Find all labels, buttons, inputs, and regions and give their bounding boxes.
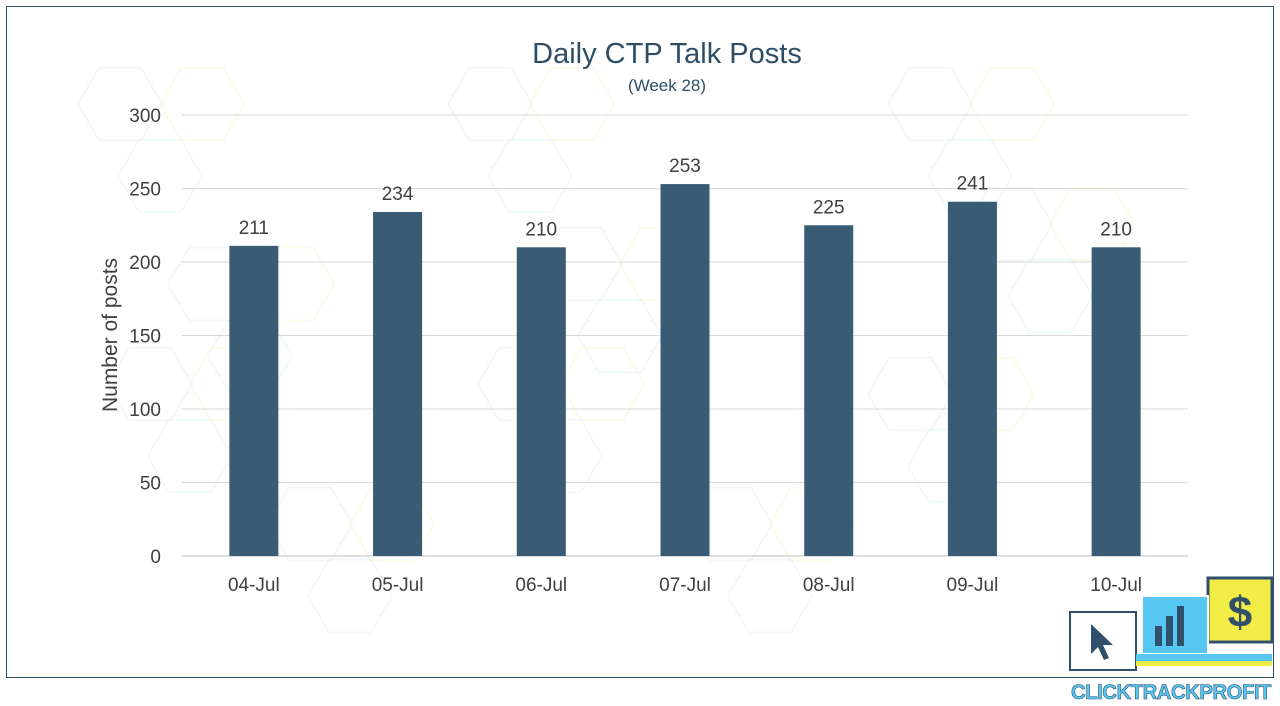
watermark-hexagon	[106, 346, 194, 422]
x-tick-label: 08-Jul	[803, 575, 855, 596]
data-labels: 211 234 210 253 225 241 210	[239, 156, 1132, 240]
watermark-hexagon	[1006, 258, 1094, 334]
watermark-hexagon	[306, 558, 394, 634]
dollar-icon: $	[1206, 576, 1274, 644]
bar-10-Jul	[1091, 247, 1141, 557]
bar-07-Jul	[660, 184, 710, 556]
chart-title: Daily CTP Talk Posts	[532, 38, 802, 70]
bar-04-Jul	[229, 245, 279, 556]
y-tick-label: 150	[129, 327, 161, 348]
bar-06-Jul	[516, 247, 566, 557]
cursor-icon	[1069, 611, 1137, 671]
data-label: 210	[1100, 219, 1132, 240]
x-tick-label: 05-Jul	[372, 575, 424, 596]
data-label: 241	[957, 174, 989, 195]
logo-wordmark: CLICKTRACKPROFIT	[1071, 681, 1272, 704]
watermark-hexagon	[158, 66, 246, 142]
x-tick-label: 09-Jul	[947, 575, 999, 596]
watermark-hexagon	[968, 66, 1056, 142]
watermark-hexagon	[76, 66, 164, 142]
data-label: 253	[669, 156, 701, 177]
svg-text:$: $	[1228, 588, 1252, 637]
x-tick-label: 04-Jul	[228, 575, 280, 596]
clicktrackprofit-logo: $ CLICKTRACKPROFIT	[1069, 576, 1274, 704]
y-tick-labels: 0 50 100 150 200 250 300	[129, 106, 161, 568]
data-label: 225	[813, 197, 845, 218]
watermark-hexagon	[866, 356, 954, 432]
y-tick-label: 200	[129, 253, 161, 274]
y-tick-label: 100	[129, 400, 161, 421]
watermark-hexagon	[886, 66, 974, 142]
bar-chart-icon	[1141, 595, 1209, 655]
bar-05-Jul	[373, 212, 423, 556]
chart-subtitle: (Week 28)	[628, 76, 706, 95]
data-label: 234	[382, 184, 414, 205]
bar-08-Jul	[804, 225, 854, 556]
watermark-hexagon	[116, 138, 204, 214]
x-tick-label: 06-Jul	[515, 575, 567, 596]
x-tick-labels: 04-Jul 05-Jul 06-Jul 07-Jul 08-Jul 09-Jul 10-J…	[228, 575, 1142, 596]
watermark-hexagon	[528, 66, 616, 142]
watermark-hexagon	[146, 418, 234, 494]
bars	[229, 184, 1141, 557]
y-tick-label: 50	[140, 474, 161, 495]
x-tick-label: 07-Jul	[659, 575, 711, 596]
watermark-hexagon	[726, 558, 814, 634]
watermark-hexagon	[486, 138, 574, 214]
y-tick-label: 250	[129, 180, 161, 201]
data-label: 210	[525, 219, 557, 240]
y-axis-label: Number of posts	[99, 258, 122, 412]
data-label: 211	[239, 218, 269, 239]
y-tick-label: 300	[129, 106, 161, 127]
bar-09-Jul	[947, 201, 997, 557]
x-tick-label: 10-Jul	[1090, 575, 1142, 596]
y-tick-label: 0	[150, 547, 161, 568]
chart-frame	[6, 6, 1274, 678]
watermark-hexagon	[446, 66, 534, 142]
